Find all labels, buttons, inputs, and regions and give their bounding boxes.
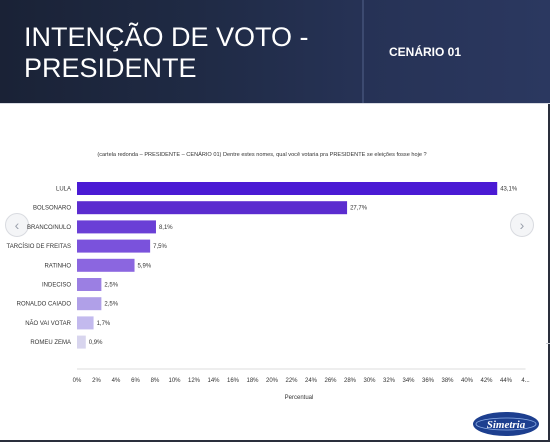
bar: [77, 258, 135, 272]
category-label: NÃO VAI VOTAR: [25, 320, 71, 327]
x-tick-label: 40%: [461, 378, 474, 384]
category-label: TARCÍSIO DE FREITAS: [7, 243, 71, 250]
x-tick-label: 34%: [402, 378, 415, 384]
logo-ring: [475, 417, 537, 431]
slide-frame: [0, 104, 550, 442]
logo-ellipse: [473, 412, 539, 436]
x-tick-label: 4...: [521, 378, 530, 384]
vote-intention-chart: (cartela redonda – PRESIDENTE – CENÁRIO …: [7, 151, 530, 401]
bar: [77, 278, 102, 291]
x-tick-label: 30%: [363, 378, 376, 384]
x-tick-label: 36%: [422, 378, 435, 384]
bar: [77, 316, 94, 330]
x-tick-label: 32%: [383, 378, 396, 384]
chevron-left-icon: ‹: [14, 217, 20, 233]
bar-value-label: 2,5%: [104, 302, 118, 308]
header-underline: [0, 103, 550, 104]
divider: [546, 343, 550, 344]
x-tick-label: 44%: [500, 378, 513, 384]
bar-value-label: 0,9%: [89, 340, 103, 346]
chevron-right-icon: ›: [519, 217, 525, 233]
category-label: RATINHO: [44, 263, 71, 269]
bar-value-label: 2,5%: [104, 283, 118, 289]
chart-title: (cartela redonda – PRESIDENTE – CENÁRIO …: [97, 151, 426, 158]
bar-value-label: 43,1%: [500, 187, 518, 193]
category-label: BRANCO/NULO: [27, 225, 71, 231]
x-tick-label: 16%: [227, 378, 240, 384]
x-tick-label: 42%: [480, 378, 493, 384]
page-title: INTENÇÃO DE VOTO - PRESIDENTE: [24, 22, 309, 83]
category-label: BOLSONARO: [33, 206, 71, 212]
x-tick-label: 22%: [285, 378, 298, 384]
x-tick-label: 4%: [112, 378, 121, 384]
category-label: INDECISO: [42, 283, 71, 289]
x-tick-label: 18%: [246, 378, 259, 384]
x-tick-label: 6%: [131, 378, 140, 384]
bar-value-label: 5,9%: [138, 263, 152, 269]
x-tick-label: 2%: [92, 378, 101, 384]
x-tick-label: 24%: [305, 378, 318, 384]
x-tick-label: 12%: [188, 378, 201, 384]
x-tick-label: 38%: [441, 378, 454, 384]
bar: [77, 335, 86, 349]
category-label: RONALDO CAIADO: [17, 302, 72, 308]
bar: [77, 220, 156, 234]
bar-value-label: 8,1%: [159, 225, 173, 231]
x-tick-label: 8%: [151, 378, 160, 384]
x-axis-label: Percentual: [285, 395, 314, 401]
x-tick-label: 10%: [168, 378, 181, 384]
bar: [77, 201, 348, 215]
bar: [77, 297, 102, 311]
bar: [77, 182, 498, 195]
bar-value-label: 7,5%: [153, 244, 167, 250]
bar: [77, 239, 151, 253]
header-divider: [362, 0, 364, 103]
x-tick-label: 28%: [344, 378, 357, 384]
x-tick-label: 14%: [207, 378, 220, 384]
category-label: ROMEU ZEMA: [30, 340, 71, 346]
bar-value-label: 27,7%: [350, 206, 368, 212]
previous-slide-button[interactable]: ‹: [5, 213, 29, 237]
x-tick-label: 26%: [324, 378, 337, 384]
x-tick-label: 20%: [266, 378, 279, 384]
x-tick-label: 0%: [73, 378, 82, 384]
header-banner: INTENÇÃO DE VOTO - PRESIDENTE CENÁRIO 01: [0, 0, 550, 103]
simetria-logo: Simetria: [473, 412, 539, 436]
bar-value-label: 1,7%: [97, 321, 111, 327]
scenario-label: CENÁRIO 01: [389, 45, 462, 59]
next-slide-button[interactable]: ›: [510, 213, 534, 237]
logo-text: Simetria: [487, 419, 526, 431]
category-label: LULA: [56, 187, 71, 193]
